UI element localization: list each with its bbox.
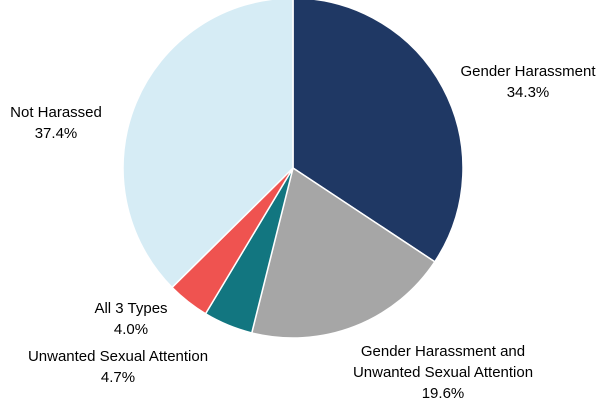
pie-slices xyxy=(122,0,464,339)
slice-label-unwanted-sexual-attention: Unwanted Sexual Attention xyxy=(28,348,208,365)
slice-value-gender-harassment: 34.3% xyxy=(507,84,550,101)
slice-label-gender-harassment: Gender Harassment xyxy=(460,63,596,80)
slice-label-both-line1: Gender Harassment and xyxy=(361,343,525,360)
slice-value-all-3-types: 4.0% xyxy=(114,321,148,338)
slice-label-both-line2: Unwanted Sexual Attention xyxy=(353,364,533,381)
pie-slice-gender-harassment-and-unwanted-sexual-attention xyxy=(250,166,436,339)
pie-slice-gender-harassment xyxy=(292,0,464,263)
slice-label-not-harassed: Not Harassed xyxy=(10,104,102,121)
slice-value-unwanted-sexual-attention: 4.7% xyxy=(101,369,135,386)
pie-slice-not-harassed xyxy=(122,0,294,289)
slice-value-not-harassed: 37.4% xyxy=(35,125,78,142)
slice-value-both: 19.6% xyxy=(422,385,465,400)
slice-label-all-3-types: All 3 Types xyxy=(94,300,167,317)
